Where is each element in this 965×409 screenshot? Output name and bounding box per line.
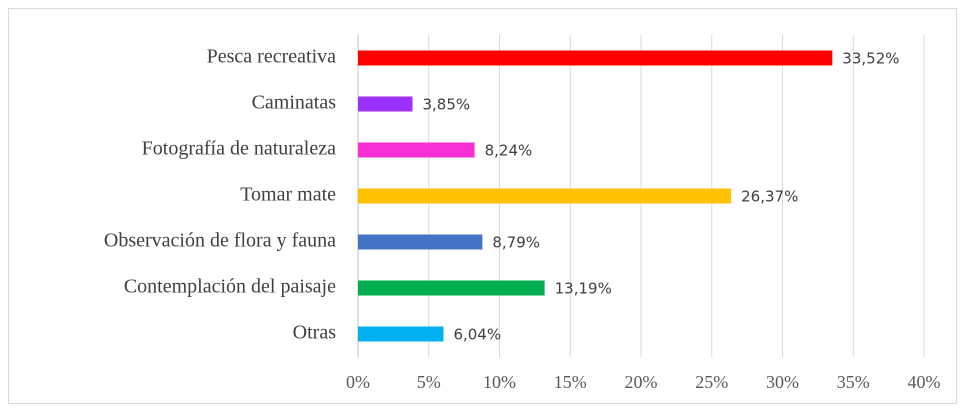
y-tick-label: Fotografía de naturaleza (142, 138, 336, 160)
y-tick-label: Otras (293, 322, 337, 344)
x-tick-label: 40% (908, 372, 941, 392)
x-tick-label: 15% (554, 372, 587, 392)
y-tick-label: Caminatas (252, 92, 337, 114)
y-tick-label: Pesca recreativa (207, 46, 336, 68)
data-label: 26,37% (741, 188, 798, 206)
x-tick-label: 20% (625, 372, 658, 392)
y-tick-label: Observación de flora y fauna (104, 230, 336, 252)
x-tick-label: 35% (837, 372, 870, 392)
bar (358, 50, 833, 66)
data-label: 6,04% (453, 326, 501, 344)
bar (358, 326, 444, 342)
bar (358, 96, 413, 112)
x-tick-label: 30% (766, 372, 799, 392)
y-tick-label: Contemplación del paisaje (124, 276, 336, 298)
x-tick-label: 0% (346, 372, 370, 392)
data-label: 33,52% (842, 50, 899, 68)
bar (358, 142, 475, 158)
data-label: 8,24% (485, 142, 533, 160)
data-label: 8,79% (492, 234, 540, 252)
chart-border (8, 8, 957, 404)
bar (358, 280, 545, 296)
data-label: 13,19% (555, 280, 612, 298)
y-tick-label: Tomar mate (240, 184, 336, 206)
x-tick-label: 5% (417, 372, 441, 392)
bar (358, 234, 483, 250)
x-tick-label: 25% (695, 372, 728, 392)
x-tick-label: 10% (483, 372, 516, 392)
bar (358, 188, 732, 204)
data-label: 3,85% (422, 96, 470, 114)
